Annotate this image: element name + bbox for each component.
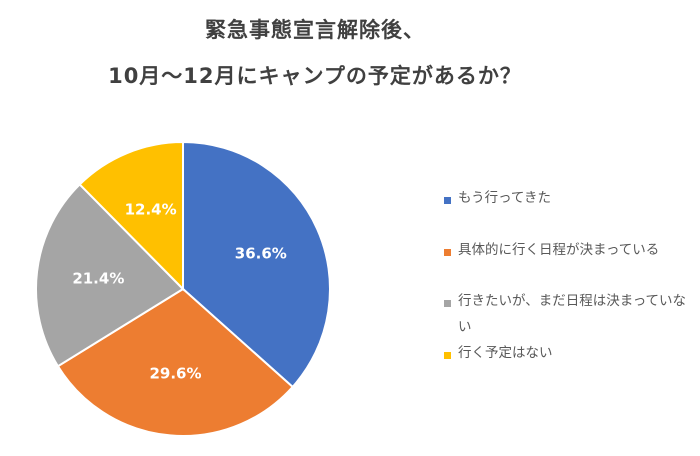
legend-swatch: [444, 300, 451, 307]
legend-label: 行く予定はない: [458, 345, 553, 361]
data-label-no-plan: 12.4%: [125, 201, 177, 219]
chart-title-line-2: 10月〜12月にキャンプの予定があるか？: [108, 64, 522, 88]
legend-swatch: [444, 197, 451, 204]
pie-slice-no-plan: [78, 140, 184, 292]
legend-item-want-to-go: 行きたいが、まだ日程は決まっていない: [444, 293, 694, 340]
legend-label: もう行ってきた: [458, 190, 552, 206]
legend-swatch: [444, 249, 451, 256]
pie-slice-want-to-go: [35, 182, 185, 368]
legend-item-no-plan: 行く予定はない: [444, 345, 694, 366]
chart-title-line-1: 緊急事態宣言解除後、: [205, 18, 425, 42]
legend-label: 行きたいが、まだ日程は決まっていない: [458, 293, 687, 335]
data-label-already-went: 36.6%: [235, 245, 287, 263]
legend-item-already-went: もう行ってきた: [444, 190, 694, 211]
data-label-scheduled: 29.6%: [149, 364, 201, 382]
legend-label: 具体的に行く日程が決まっている: [458, 242, 660, 258]
legend-swatch: [444, 352, 451, 359]
pie-slice-already-went: [182, 140, 331, 389]
legend-item-scheduled: 具体的に行く日程が決まっている: [444, 242, 694, 263]
pie-slice-scheduled: [56, 287, 295, 437]
data-label-want-to-go: 21.4%: [72, 269, 124, 287]
